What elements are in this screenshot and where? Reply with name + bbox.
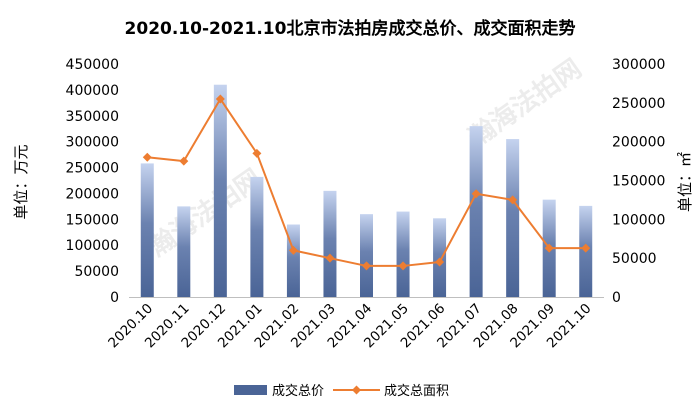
y2-tick-label: 200000 <box>612 135 665 151</box>
legend: 成交总价 成交总面积 <box>234 383 449 399</box>
y-tick-label: 250000 <box>66 161 119 177</box>
legend-label-line: 成交总面积 <box>384 383 449 399</box>
line-point <box>142 152 152 162</box>
line-point <box>435 257 445 267</box>
bar <box>396 211 410 297</box>
line-point <box>215 94 225 104</box>
y2-tick-label: 0 <box>612 290 621 306</box>
y-tick-label: 450000 <box>66 57 119 73</box>
line-point <box>581 243 591 253</box>
bar <box>213 84 227 297</box>
legend-label-bar: 成交总价 <box>272 383 324 399</box>
line-point <box>179 156 189 166</box>
bar <box>286 224 300 297</box>
y2-axis-title: 单位：㎡ <box>676 152 694 212</box>
bar-series <box>140 84 593 297</box>
y2-tick-label: 50000 <box>612 251 657 267</box>
line-point <box>325 253 335 263</box>
y-tick-label: 100000 <box>66 238 119 254</box>
line-point <box>398 261 408 271</box>
x-axis: 2020.102020.112020.122021.012021.022021.… <box>105 297 604 351</box>
y-tick-label: 200000 <box>66 186 119 202</box>
watermark: 瀚海法拍网 <box>143 163 267 263</box>
left-y-axis: 0 50000 100000 150000 200000 250000 300000 3500… <box>66 57 119 306</box>
y-tick-label: 150000 <box>66 212 119 228</box>
line-point <box>471 189 481 199</box>
line-point <box>362 261 371 271</box>
y-tick-label: 400000 <box>66 83 119 99</box>
right-y-axis: 0 50000 100000 150000 200000 250000 300000 <box>612 57 665 306</box>
line-point <box>508 195 518 205</box>
line-point <box>252 148 262 158</box>
y-tick-label: 50000 <box>74 264 119 280</box>
y-axis-title: 单位：万元 <box>12 144 30 219</box>
line-series <box>142 94 591 271</box>
legend-swatch-marker <box>352 385 361 395</box>
y2-tick-label: 300000 <box>612 57 665 73</box>
y2-tick-label: 100000 <box>612 212 665 228</box>
chart-title: 2020.10-2021.10北京市法拍房成交总价、成交面积走势 <box>125 18 576 39</box>
line-point <box>288 245 298 255</box>
y2-tick-label: 150000 <box>612 174 665 190</box>
y-tick-label: 300000 <box>66 135 119 151</box>
bar <box>360 214 373 297</box>
y2-tick-label: 250000 <box>612 96 665 112</box>
line-point <box>544 243 554 253</box>
y-tick-label: 350000 <box>66 109 119 125</box>
bar <box>250 176 264 297</box>
legend-swatch-bar <box>234 385 267 395</box>
bar <box>506 139 520 297</box>
bar <box>177 206 191 297</box>
bar <box>469 126 483 297</box>
bar <box>140 163 154 297</box>
bar <box>323 190 337 297</box>
y-tick-label: 0 <box>110 290 119 306</box>
